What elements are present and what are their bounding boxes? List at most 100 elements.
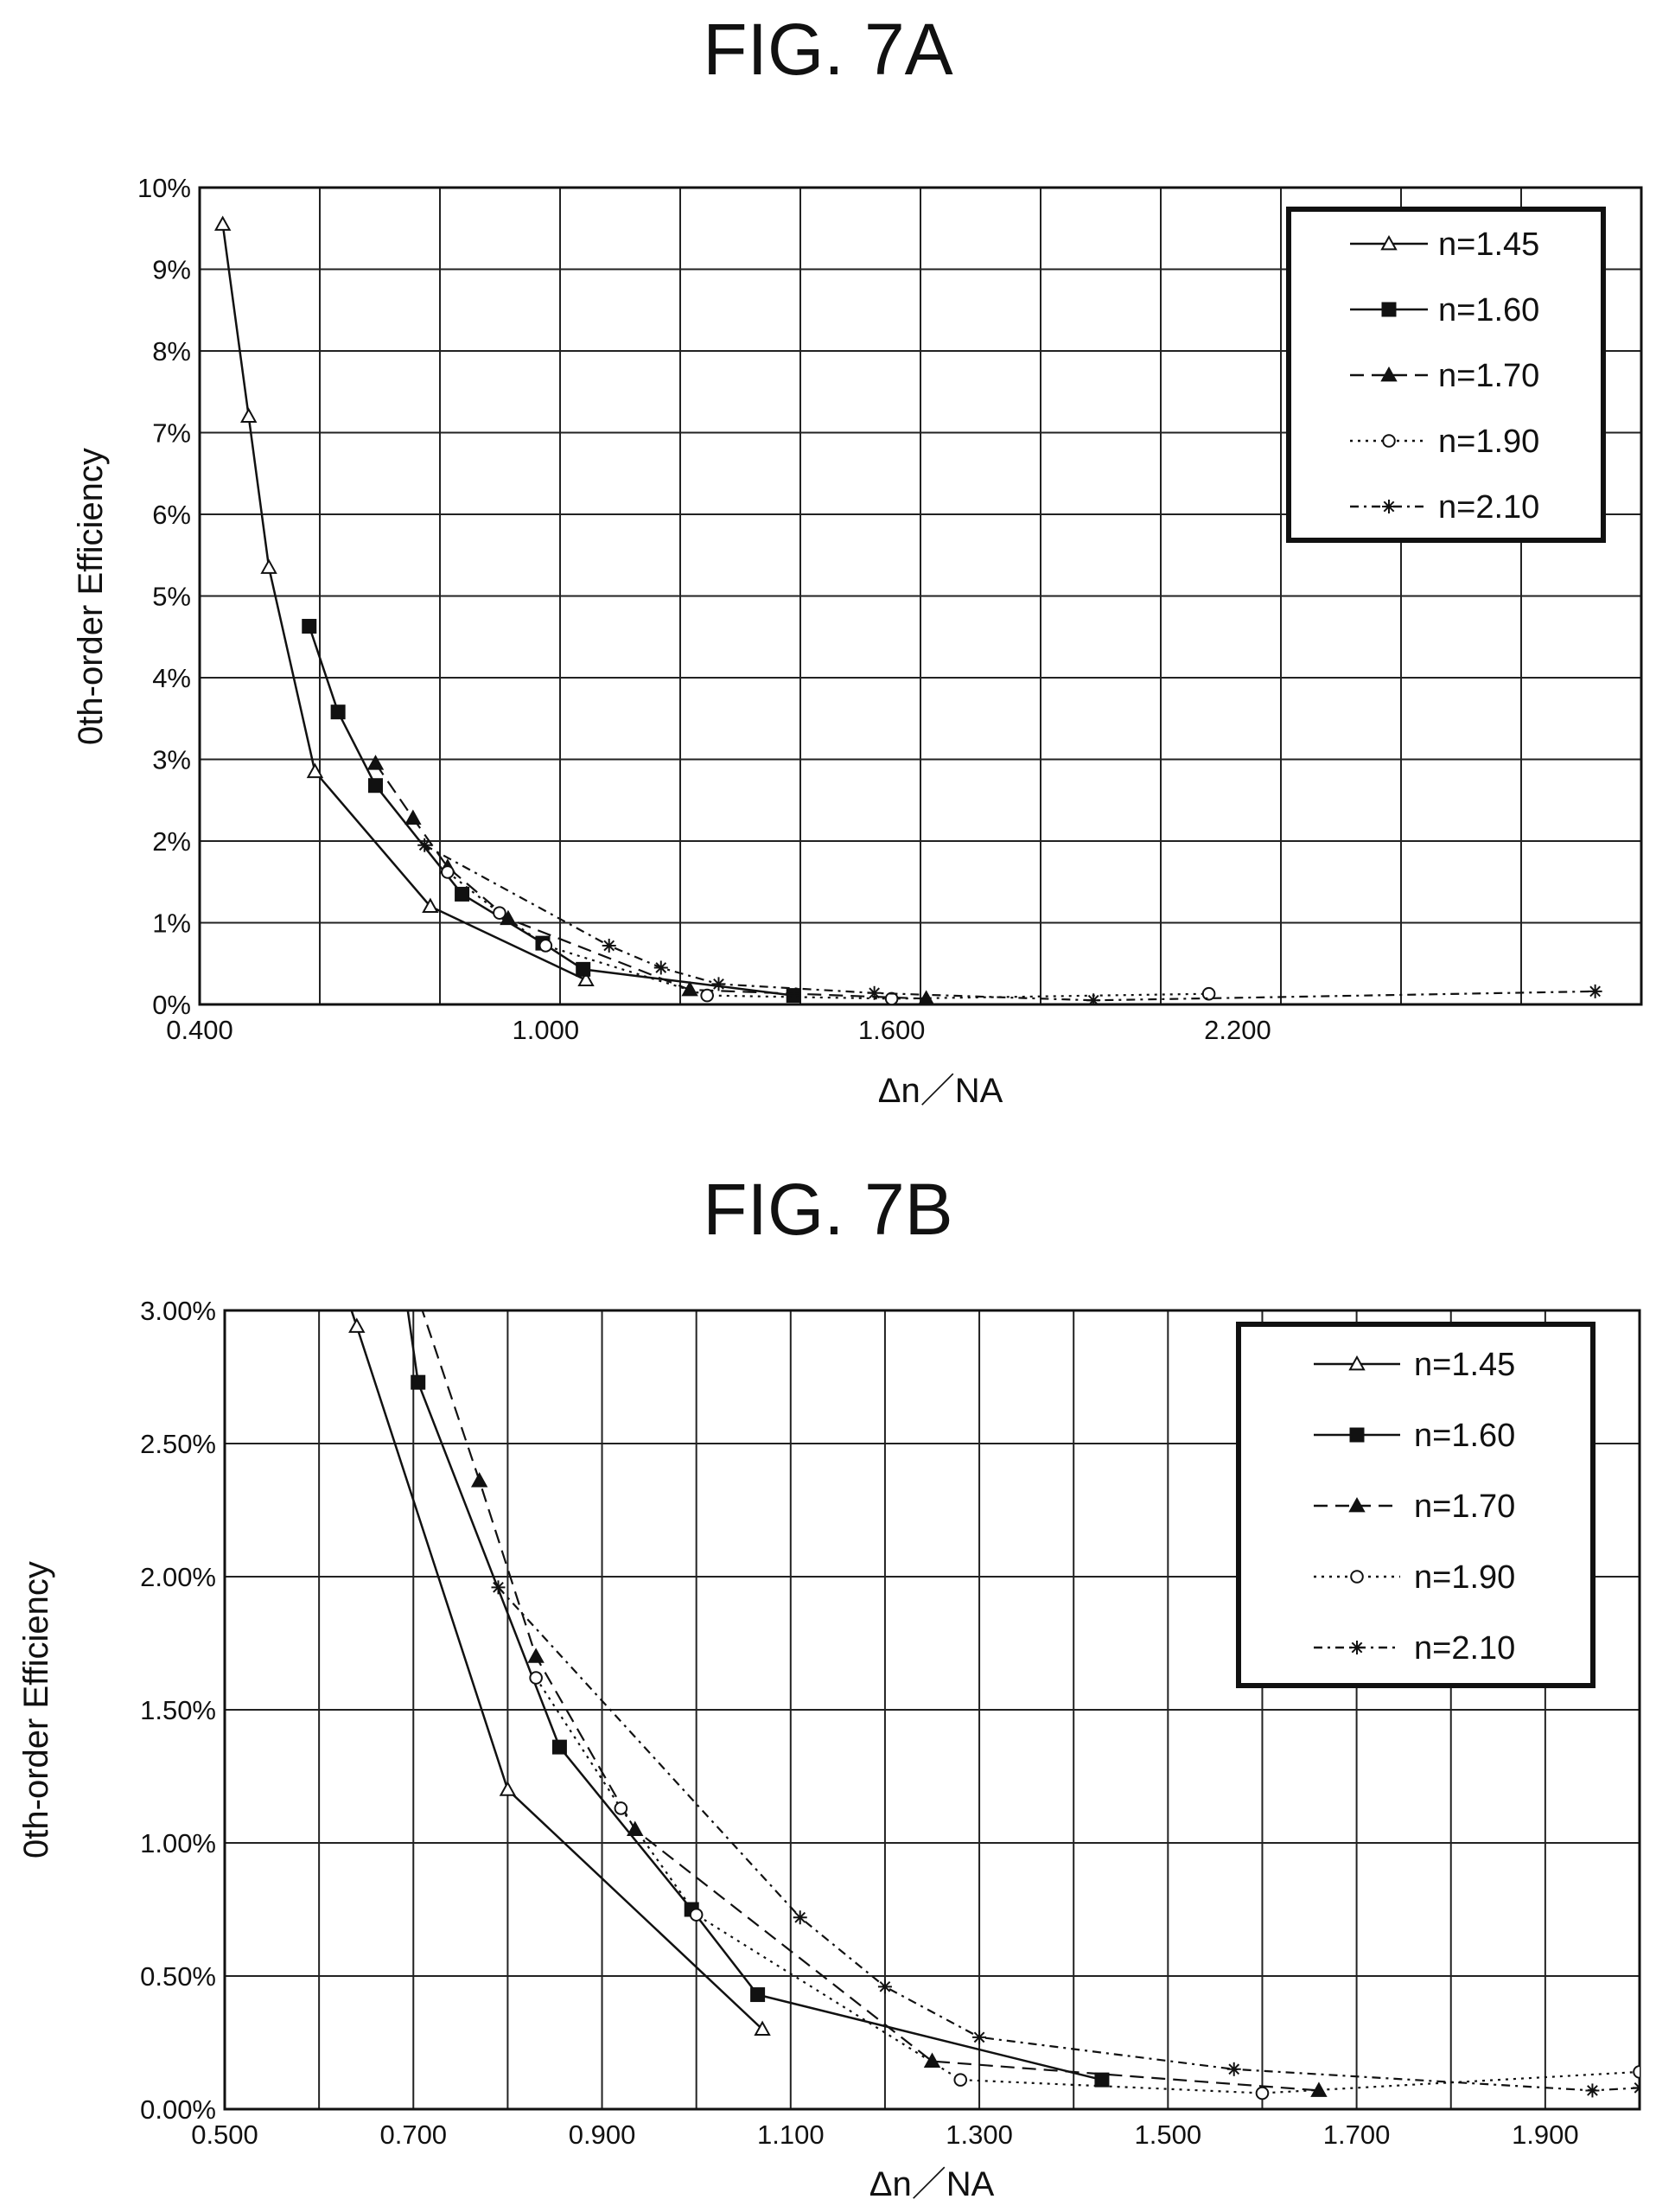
legend-marker [1348,1355,1366,1371]
figure-7a-y-ticks: 0% 1% 2% 3% 4% 5% 6% 7% 8% 9% 10% [137,173,191,1020]
legend-label: n=1.45 [1438,226,1539,263]
y-tick-label: 10% [137,173,191,203]
data-point [551,1739,567,1755]
figure-7a-series [213,215,1602,1004]
legend-marker [1348,1496,1366,1513]
series-n-1-45 [348,1310,771,2036]
data-point [750,1987,766,2003]
x-tick-label: 1.000 [513,1015,580,1045]
series-line [447,871,1209,1000]
data-point [1633,2065,1640,2079]
x-tick-label: 1.700 [1323,2120,1391,2150]
data-point [455,886,470,902]
series-line [374,762,927,1000]
data-point [411,1374,426,1390]
x-tick-label: 1.300 [946,2120,1013,2150]
data-point [306,762,324,779]
data-point [1094,2072,1110,2088]
data-point [260,558,277,574]
series-n-1-70 [406,1277,1328,2097]
data-point [527,1648,545,1663]
series-line [421,1310,1319,2092]
x-tick-label: 1.500 [1135,2120,1202,2150]
data-point [681,980,698,997]
y-tick-label: 2% [152,826,191,857]
data-point [754,2020,771,2036]
series-line [221,224,587,981]
data-point [576,961,591,977]
y-tick-label: 4% [152,663,191,693]
figure-7b-x-ticks: 0.500 0.700 0.900 1.100 1.300 1.500 1.700 1.900 [191,2120,1578,2150]
data-point [406,1277,420,1289]
figure-7a-y-axis-label: 0th-order Efficiency [72,448,110,745]
legend-label: n=1.60 [1438,292,1539,328]
legend-label: n=1.90 [1414,1559,1515,1596]
legend-label: n=2.10 [1414,1630,1515,1667]
data-point [1585,2083,1600,2098]
legend-marker [1382,500,1396,513]
figure-7a-legend-box [1286,207,1606,543]
data-point [500,909,517,926]
data-point [877,1979,892,1994]
data-point [538,939,553,953]
y-tick-label: 0.00% [140,2094,216,2125]
figure-7b-x-axis-label: Δn／NA [869,2165,995,2203]
data-point [404,809,422,825]
series-n-2-10 [491,1580,1640,2098]
x-tick-label: 2.200 [1204,1015,1271,1045]
data-point [213,215,232,231]
data-point [793,1910,807,1925]
legend-marker [1380,366,1398,382]
legend-label: n=1.70 [1414,1488,1515,1525]
data-point [653,960,668,975]
figure-7a-legend: n=1.45 n=1.60 n=1.70 n=1.90 n=2.10 [1286,207,1606,543]
legend-label: n=1.45 [1414,1347,1515,1383]
figure-7a-x-ticks: 0.400 1.000 1.600 2.200 [166,1015,1271,1045]
data-point [1588,984,1602,998]
legend-marker [1381,302,1397,317]
figure-7a-title: FIG. 7A [703,9,952,90]
data-point [1255,2086,1270,2100]
figure-7b-series [348,1277,1640,2100]
series-n-1-45 [213,215,595,987]
figure-7b-y-axis-label: 0th-order Efficiency [17,1561,55,1858]
data-point [1086,993,1101,1004]
figure-7a-x-axis-label: Δn／NA [878,1072,1003,1110]
y-tick-label: 1.50% [140,1695,216,1725]
data-point [1633,2081,1640,2095]
data-point [499,1781,517,1796]
data-point [491,1580,506,1595]
data-point [1310,2081,1328,2097]
data-point [972,2030,987,2044]
data-point [700,988,714,1003]
series-n-1-70 [366,755,934,1004]
series-line [406,1310,1103,2081]
data-point [953,2073,968,2087]
figure-7b: FIG. 7B 0.500 0.700 0.900 1.100 1.300 1.500 1.… [17,1169,1641,2203]
y-tick-label: 2.50% [140,1429,216,1459]
data-point [786,988,801,1004]
data-point [1226,2062,1241,2076]
figure-7b-plot-frame [223,1309,1641,2111]
legend-label: n=2.10 [1438,489,1539,526]
data-point [422,897,439,913]
data-point [397,1277,411,1291]
x-tick-label: 0.700 [379,2120,447,2150]
data-point [577,971,595,987]
series-n-2-10 [417,838,1602,1004]
series-n-1-90 [441,865,1216,1004]
data-point [1201,986,1216,1001]
series-n-1-90 [529,1671,1640,2100]
x-tick-label: 1.900 [1512,2120,1579,2150]
legend-marker [1350,1570,1364,1584]
x-tick-label: 1.600 [858,1015,926,1045]
legend-marker [1350,1641,1364,1654]
data-point [441,865,455,879]
data-point [711,977,726,991]
data-point [602,938,616,953]
series-n-1-60 [397,1277,1110,2088]
series-line [535,1677,1640,2094]
y-tick-label: 9% [152,255,191,285]
data-point [470,1472,488,1488]
data-point [240,407,258,423]
